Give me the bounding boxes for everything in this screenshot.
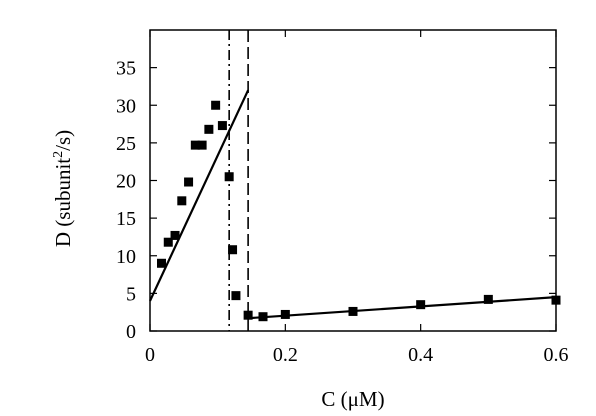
data-point <box>258 312 268 322</box>
y-tick-label: 20 <box>116 171 136 193</box>
data-point <box>280 309 290 319</box>
x-axis-ticks: 0 0.2 0.4 0.6 <box>145 30 569 366</box>
data-point <box>177 196 187 206</box>
data-point <box>157 258 167 268</box>
data-point <box>204 124 214 134</box>
fit-line-1 <box>149 89 250 302</box>
data-point <box>211 100 221 110</box>
x-tick-label: 0 <box>145 344 155 366</box>
data-point <box>483 294 493 304</box>
data-point <box>197 140 207 150</box>
plot-frame <box>149 29 557 332</box>
y-tick-label: 0 <box>126 321 136 343</box>
fit-lines <box>149 89 557 320</box>
data-point <box>217 121 227 131</box>
data-point <box>228 245 238 255</box>
fit-line-2 <box>248 296 557 320</box>
y-axis-ticks: 0 5 10 15 20 25 30 35 <box>116 58 556 343</box>
data-point <box>190 140 200 150</box>
y-tick-label: 10 <box>116 246 136 268</box>
data-point <box>224 172 234 182</box>
data-point <box>170 230 180 240</box>
x-tick-label: 0.4 <box>408 344 433 366</box>
data-point <box>184 177 194 187</box>
y-axis-label-superscript: 2 <box>51 151 66 158</box>
y-tick-label: 15 <box>116 208 136 230</box>
x-axis-label: C (μM) <box>321 387 384 411</box>
y-axis-label-suffix: /s) <box>51 130 75 151</box>
y-axis-label: D (subunit2/s) <box>51 130 75 247</box>
data-point <box>348 306 358 316</box>
x-tick-label: 0.2 <box>273 344 298 366</box>
data-point <box>243 310 253 320</box>
data-point <box>416 300 426 310</box>
data-point <box>163 237 173 247</box>
y-axis-label-prefix: D (subunit <box>51 158 75 247</box>
x-tick-label: 0.6 <box>544 344 569 366</box>
y-tick-label: 30 <box>116 95 136 117</box>
data-point <box>231 291 241 301</box>
y-tick-label: 25 <box>116 133 136 155</box>
y-tick-label: 5 <box>126 283 136 305</box>
data-points <box>157 100 561 322</box>
y-tick-label: 35 <box>116 58 136 80</box>
